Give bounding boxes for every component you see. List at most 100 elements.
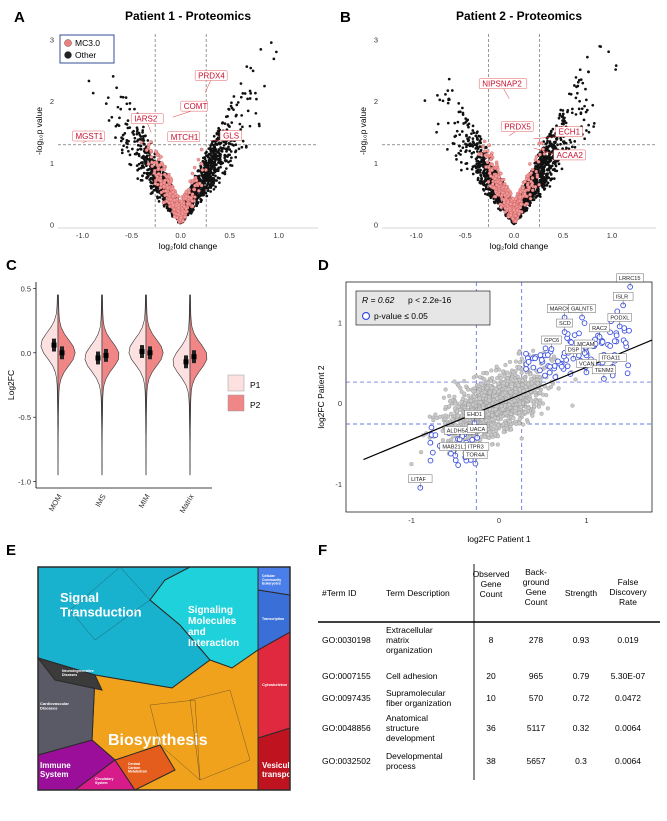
legend-swatch xyxy=(227,374,245,392)
data-point xyxy=(212,134,216,138)
data-point xyxy=(550,143,554,146)
data-point xyxy=(218,181,221,185)
legend-label: P2 xyxy=(250,400,261,410)
category-label: MOM xyxy=(47,493,64,513)
data-point xyxy=(143,160,147,163)
data-point xyxy=(545,168,549,171)
data-point xyxy=(450,89,454,92)
data-point xyxy=(533,179,536,183)
data-point xyxy=(537,192,541,195)
label-box xyxy=(194,70,228,81)
data-point xyxy=(133,140,136,143)
data-point xyxy=(137,162,141,166)
y-tick-label: 2 xyxy=(50,97,54,106)
mc3-point xyxy=(154,160,159,165)
data-point xyxy=(465,134,468,138)
data-point xyxy=(489,191,493,195)
mc3-point xyxy=(490,162,495,167)
mc3-point xyxy=(489,157,493,162)
data-point xyxy=(87,79,91,83)
mc3-point xyxy=(163,178,167,183)
data-point xyxy=(580,107,584,111)
data-point xyxy=(114,124,118,128)
violin-half xyxy=(128,294,147,476)
mc3-point xyxy=(162,167,167,171)
data-point xyxy=(212,143,215,147)
data-point xyxy=(117,124,121,128)
mc3-point xyxy=(168,197,173,202)
data-point xyxy=(135,130,139,133)
mc3-point xyxy=(534,169,538,174)
data-point xyxy=(211,140,214,144)
data-point xyxy=(135,132,139,136)
correlation-panel: LRRC15MARCKSL1GALNT5ISLRSCDRAC2PODXLGPC6… xyxy=(316,273,653,544)
data-point xyxy=(199,200,203,204)
data-point xyxy=(552,135,556,138)
data-point xyxy=(465,149,468,152)
mc3-point xyxy=(530,183,534,188)
mc3-point xyxy=(161,200,166,205)
data-point xyxy=(419,450,424,455)
data-point xyxy=(147,167,151,171)
data-point xyxy=(465,119,468,123)
y-tick-label: 2 xyxy=(374,97,378,106)
y-tick-label: 1 xyxy=(374,159,378,168)
data-point xyxy=(492,200,496,204)
data-point xyxy=(241,125,244,129)
data-point xyxy=(573,139,577,143)
data-point xyxy=(458,144,461,148)
data-point xyxy=(566,108,570,112)
data-point xyxy=(570,111,574,115)
mc3-point xyxy=(511,197,515,201)
mc3-point xyxy=(194,178,199,182)
mc3-point xyxy=(513,219,518,223)
data-point xyxy=(204,191,208,195)
data-point xyxy=(541,157,545,161)
data-point xyxy=(244,144,248,148)
data-point xyxy=(121,133,125,137)
data-point xyxy=(468,136,471,139)
data-point xyxy=(529,201,532,205)
data-point xyxy=(223,170,227,173)
data-point xyxy=(119,95,123,99)
data-point xyxy=(137,131,141,135)
gene-label: COMT xyxy=(184,102,208,111)
data-point xyxy=(153,155,156,159)
data-point xyxy=(544,393,549,398)
x-tick-label: -0.5 xyxy=(125,231,138,240)
data-point xyxy=(500,369,505,374)
data-point xyxy=(592,125,596,128)
data-point xyxy=(501,429,506,435)
data-point xyxy=(531,348,536,353)
data-point xyxy=(534,191,538,195)
category-label: MIM xyxy=(137,493,152,510)
data-point xyxy=(209,154,213,157)
data-point xyxy=(229,159,232,163)
label-leader xyxy=(502,87,510,99)
data-point xyxy=(137,154,141,158)
data-point xyxy=(599,45,603,49)
data-point xyxy=(464,162,468,166)
data-point xyxy=(141,131,144,134)
mc3-point xyxy=(190,199,195,203)
data-point xyxy=(146,139,150,142)
mc3-point xyxy=(513,214,518,218)
data-point xyxy=(208,168,212,172)
x-tick-label: 0.5 xyxy=(224,231,234,240)
data-point xyxy=(224,142,228,146)
mc3-point xyxy=(159,182,163,187)
data-point xyxy=(479,137,483,141)
data-point xyxy=(205,179,209,182)
data-point xyxy=(144,134,147,138)
data-point xyxy=(237,147,241,151)
data-point xyxy=(560,167,564,171)
mc3-point xyxy=(196,157,201,162)
gene-label: GLS xyxy=(223,132,239,141)
data-point xyxy=(532,172,536,176)
data-point xyxy=(457,102,461,105)
data-point xyxy=(446,101,450,105)
data-point xyxy=(614,68,618,71)
data-point xyxy=(199,197,202,201)
data-point xyxy=(254,91,257,95)
